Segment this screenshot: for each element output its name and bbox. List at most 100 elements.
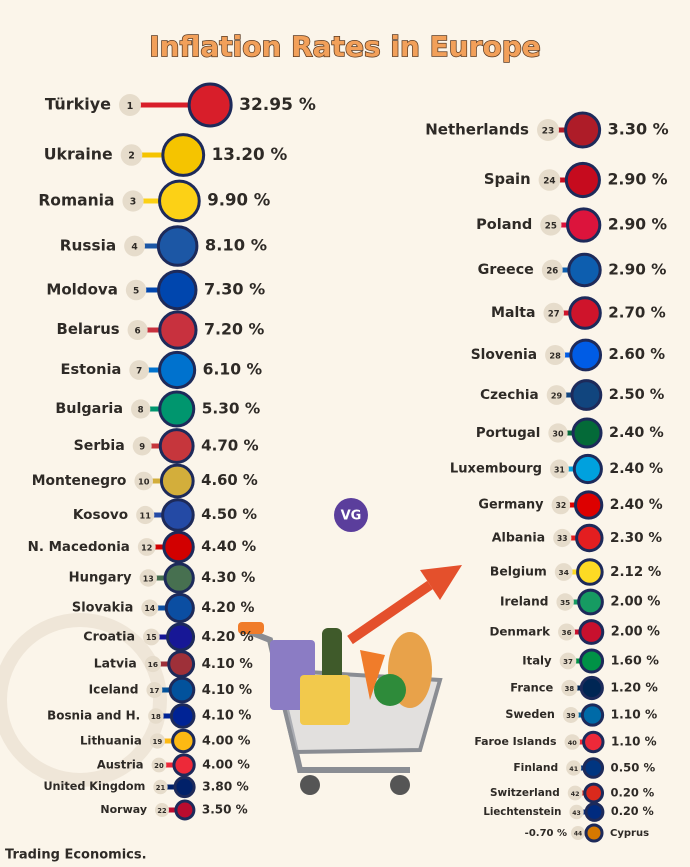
rank-badge xyxy=(146,682,163,698)
rank-badge xyxy=(148,708,164,724)
value-label: 3.50 % xyxy=(202,803,248,817)
rank-label: 3 xyxy=(130,197,136,208)
flag-marker xyxy=(173,775,196,799)
country-label: Serbia xyxy=(74,438,125,454)
flag-marker xyxy=(579,648,605,674)
rank-label: 42 xyxy=(571,791,580,798)
flag-marker xyxy=(577,588,604,616)
rank-label: 16 xyxy=(148,660,158,669)
rank-badge xyxy=(571,826,585,840)
country-label: Liechtenstein xyxy=(483,807,561,818)
chart-title: Inflation Rates in Europe xyxy=(149,30,541,63)
rank-badge xyxy=(131,399,151,419)
flag-marker xyxy=(583,782,605,804)
flag-marker xyxy=(157,269,198,311)
rank-badge xyxy=(136,505,155,525)
country-label: Belgium xyxy=(490,565,547,579)
flag-marker xyxy=(161,133,206,177)
country-label: Romania xyxy=(38,192,114,210)
flag-marker xyxy=(158,179,201,223)
rank-label: 23 xyxy=(542,127,555,137)
value-label: 2.70 % xyxy=(608,304,665,322)
rank-label: 38 xyxy=(565,685,575,693)
value-label: 1.60 % xyxy=(611,653,660,668)
country-label: Slovakia xyxy=(72,601,133,616)
value-label: 9.90 % xyxy=(207,191,270,210)
flag-marker xyxy=(564,111,602,149)
rank-label: 18 xyxy=(151,712,161,721)
value-label: 32.95 % xyxy=(239,95,316,115)
country-label: Poland xyxy=(476,217,532,233)
rank-badge xyxy=(143,628,160,646)
rank-label: 34 xyxy=(559,568,569,577)
rank-badge xyxy=(124,235,145,257)
rank-label: 36 xyxy=(562,628,572,637)
rank-badge xyxy=(553,528,572,548)
country-label: Italy xyxy=(522,654,552,668)
value-label: 4.30 % xyxy=(201,570,255,586)
flag-marker xyxy=(168,676,196,704)
rank-label: 25 xyxy=(545,222,557,232)
country-label: Luxembourg xyxy=(450,462,542,477)
flag-marker xyxy=(572,453,603,485)
value-label: 3.80 % xyxy=(202,780,249,794)
rank-badge xyxy=(129,360,149,380)
rank-badge xyxy=(549,459,569,479)
rank-label: 24 xyxy=(543,177,555,187)
flag-marker xyxy=(584,802,605,822)
value-label: 2.40 % xyxy=(610,497,663,513)
value-label: -0.70 % xyxy=(525,828,567,839)
rank-badge xyxy=(537,119,559,141)
country-label: United Kingdom xyxy=(43,780,145,793)
rank-label: 26 xyxy=(546,267,558,277)
flag-marker xyxy=(582,757,605,779)
rank-badge xyxy=(541,259,563,281)
value-label: 4.50 % xyxy=(201,506,257,523)
rank-label: 29 xyxy=(551,391,563,401)
value-label: 2.00 % xyxy=(611,625,660,640)
value-label: 2.50 % xyxy=(609,386,665,403)
source: Trading Economics. xyxy=(5,848,147,863)
country-label: Ireland xyxy=(500,595,548,609)
flag-marker xyxy=(570,379,603,411)
rank-badge xyxy=(545,344,566,366)
watermark xyxy=(0,613,167,787)
rank-label: 43 xyxy=(572,810,581,817)
rank-label: 15 xyxy=(146,633,157,642)
rank-badge xyxy=(139,569,158,587)
country-label: Malta xyxy=(491,305,535,321)
flag-marker xyxy=(571,417,603,449)
rank-label: 30 xyxy=(552,430,564,439)
flag-marker xyxy=(568,296,602,330)
flag-marker xyxy=(161,498,195,532)
flag-marker xyxy=(171,728,196,754)
value-label: 6.10 % xyxy=(203,361,263,379)
rank-label: 20 xyxy=(154,762,164,770)
country-label: Russia xyxy=(60,237,116,255)
rank-badge xyxy=(155,803,169,817)
value-label: 4.70 % xyxy=(201,437,259,455)
rank-label: 21 xyxy=(156,784,166,792)
rank-badge xyxy=(556,593,574,611)
rank-badge xyxy=(538,169,561,191)
flag-marker xyxy=(166,622,196,652)
rank-badge xyxy=(119,94,141,116)
value-label: 4.00 % xyxy=(202,757,250,772)
country-label: Sweden xyxy=(505,708,555,721)
value-label: 2.90 % xyxy=(607,170,667,189)
value-label: 2.60 % xyxy=(609,346,666,363)
value-label: 7.20 % xyxy=(204,320,264,339)
flag-marker xyxy=(164,592,195,624)
rank-badge xyxy=(149,733,165,749)
rank-badge xyxy=(540,214,562,236)
country-label: Lithuania xyxy=(80,734,142,748)
rank-label: 27 xyxy=(548,309,560,319)
flag-marker xyxy=(575,523,604,553)
rank-badge xyxy=(558,623,576,641)
value-label: 1.10 % xyxy=(611,735,657,749)
value-label: 2.12 % xyxy=(610,565,661,580)
country-label: Denmark xyxy=(489,625,551,639)
rank-label: 37 xyxy=(563,658,573,666)
value-label: 1.20 % xyxy=(610,680,658,695)
